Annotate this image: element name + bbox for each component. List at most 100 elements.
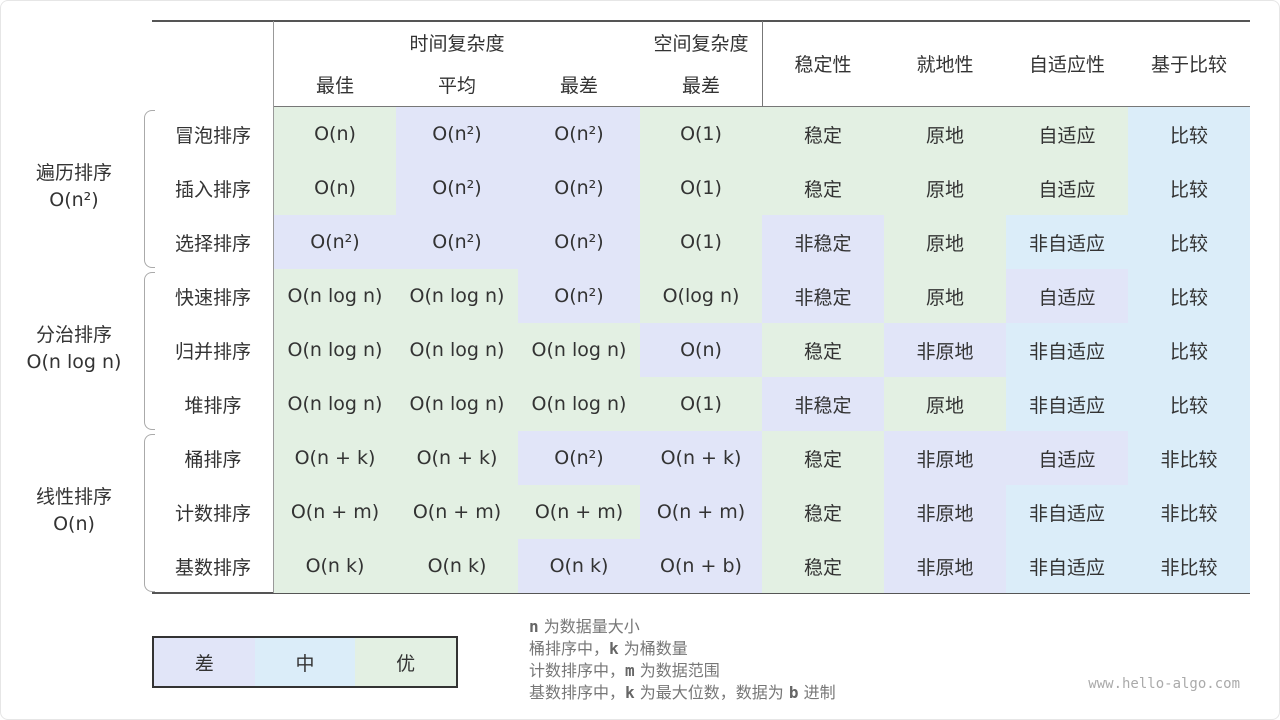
table-cell: 比较 — [1128, 323, 1250, 377]
group-label: 遍历排序 O(n²) — [14, 160, 134, 214]
table-cell: O(n²) — [396, 215, 518, 269]
table-cell: O(1) — [640, 215, 762, 269]
table-cell: O(1) — [640, 377, 762, 431]
table-cell: O(log n) — [640, 269, 762, 323]
group-name: 线性排序 — [35, 486, 112, 508]
table-cell: O(n k) — [518, 539, 640, 593]
note-text: 为数据范围 — [634, 661, 720, 680]
table-cell: 非稳定 — [762, 377, 884, 431]
row-label: 快速排序 — [174, 286, 251, 309]
table-cell: O(n²) — [274, 215, 396, 269]
header-comparison: 基于比较 — [1150, 54, 1227, 76]
header-adaptive: 自适应性 — [1028, 54, 1105, 76]
table-cell: 非比较 — [1128, 485, 1250, 539]
table-cell: 非稳定 — [762, 269, 884, 323]
note-var: m — [625, 661, 635, 680]
table-cell: O(n) — [640, 323, 762, 377]
table-cell: 原地 — [884, 107, 1006, 161]
top-rule — [152, 20, 1250, 22]
table-cell: O(1) — [640, 107, 762, 161]
note-var: b — [788, 683, 799, 702]
table-cell: 非原地 — [884, 485, 1006, 539]
group-brace — [144, 272, 155, 430]
table-cell: O(n log n) — [396, 377, 518, 431]
table-cell: O(n log n) — [274, 323, 396, 377]
table-cell: 自适应 — [1006, 107, 1128, 161]
table-cell: 比较 — [1128, 161, 1250, 215]
table-cell: 稳定 — [762, 485, 884, 539]
legend-worst: 差 — [154, 638, 255, 686]
legend-medium: 中 — [254, 638, 356, 686]
table-cell: O(n + m) — [396, 485, 518, 539]
row-label: 堆排序 — [184, 394, 242, 417]
table-cell: O(n k) — [396, 539, 518, 593]
table-cell: 非比较 — [1128, 431, 1250, 485]
table-cell: 稳定 — [762, 431, 884, 485]
note-text: 为最大位数，数据为 — [634, 683, 789, 702]
table-cell: 非自适应 — [1006, 485, 1128, 539]
row-label: 基数排序 — [174, 556, 251, 579]
header-space-complexity: 空间复杂度 — [653, 33, 749, 55]
note: n 为数据量大小 — [529, 616, 640, 638]
note-text: 计数排序中， — [529, 661, 626, 680]
table-cell: O(n + k) — [396, 431, 518, 485]
group-complexity: O(n) — [53, 513, 95, 535]
header-average: 平均 — [437, 75, 476, 97]
group-label: 分治排序 O(n log n) — [14, 322, 134, 376]
note-var: k — [609, 639, 619, 658]
note-var: n — [529, 617, 539, 636]
table-cell: O(n) — [274, 107, 396, 161]
legend: 差 中 优 — [152, 636, 458, 688]
row-label: 桶排序 — [184, 448, 242, 471]
group-name: 分治排序 — [35, 324, 112, 346]
header-in-place: 就地性 — [916, 54, 974, 76]
table-cell: O(n log n) — [518, 323, 640, 377]
table-cell: 稳定 — [762, 107, 884, 161]
table-cell: O(n + m) — [274, 485, 396, 539]
table-cell: O(n + k) — [640, 431, 762, 485]
table-cell: 原地 — [884, 215, 1006, 269]
header-time-complexity: 时间复杂度 — [409, 33, 505, 55]
label-divider — [273, 21, 274, 593]
group-brace — [144, 110, 155, 268]
header-stable: 稳定性 — [794, 54, 852, 76]
note-text: 为数据量大小 — [538, 617, 640, 636]
row-label: 计数排序 — [174, 502, 251, 525]
table-cell: O(n log n) — [396, 323, 518, 377]
watermark: www.hello-algo.com — [1088, 676, 1240, 692]
table-cell: 比较 — [1128, 215, 1250, 269]
note: 基数排序中，k 为最大位数，数据为 b 进制 — [529, 682, 836, 704]
table-cell: O(n k) — [274, 539, 396, 593]
note: 桶排序中，k 为桶数量 — [529, 638, 688, 660]
table-cell: 非原地 — [884, 323, 1006, 377]
table-cell: 非自适应 — [1006, 323, 1128, 377]
table-cell: O(n log n) — [396, 269, 518, 323]
table-cell: 非原地 — [884, 539, 1006, 593]
header-space-worst: 最差 — [681, 75, 720, 97]
header-best: 最佳 — [315, 75, 354, 97]
table-cell: O(n + b) — [640, 539, 762, 593]
table-cell: 原地 — [884, 269, 1006, 323]
table-cell: 非稳定 — [762, 215, 884, 269]
header-worst: 最差 — [559, 75, 598, 97]
table-cell: 原地 — [884, 161, 1006, 215]
group-complexity: O(n²) — [49, 189, 99, 211]
table-cell: 原地 — [884, 377, 1006, 431]
table-cell: 自适应 — [1006, 161, 1128, 215]
table-cell: O(n²) — [518, 269, 640, 323]
table-cell: O(n²) — [518, 161, 640, 215]
group-complexity: O(n log n) — [26, 351, 122, 373]
note-text: 进制 — [798, 683, 836, 702]
row-label: 归并排序 — [174, 340, 251, 363]
bottom-rule — [152, 592, 1250, 594]
note-text: 桶排序中， — [529, 639, 610, 658]
row-label: 选择排序 — [174, 232, 251, 255]
table-cell: O(n + m) — [640, 485, 762, 539]
note-text: 基数排序中， — [529, 683, 626, 702]
table-cell: O(n log n) — [274, 269, 396, 323]
table-cell: O(n + k) — [274, 431, 396, 485]
note-var: k — [625, 683, 635, 702]
row-label: 插入排序 — [174, 178, 251, 201]
group-label: 线性排序 O(n) — [14, 484, 134, 538]
table-cell: O(n + m) — [518, 485, 640, 539]
